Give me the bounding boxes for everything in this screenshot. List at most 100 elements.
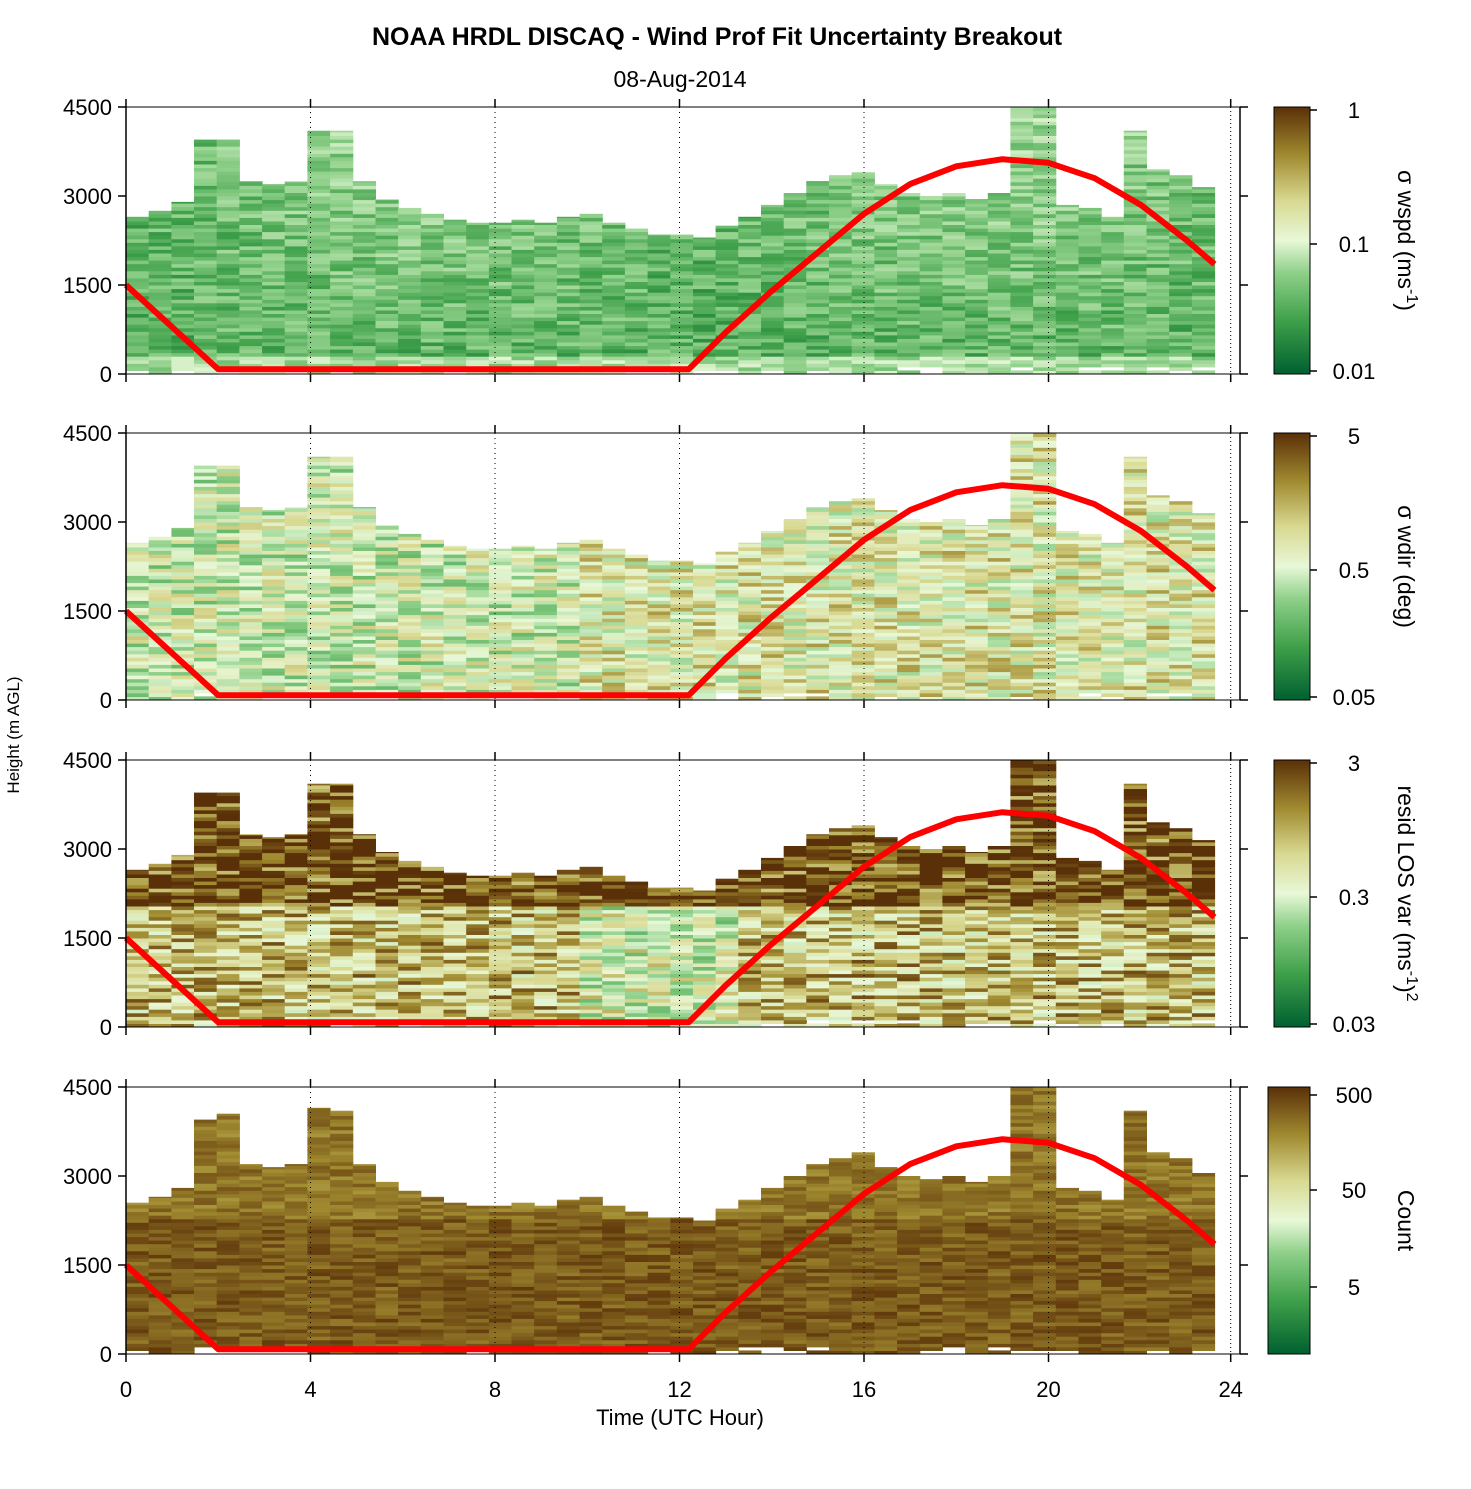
heatmap-cell	[126, 593, 150, 598]
heatmap-cell	[375, 349, 399, 354]
heatmap-cell	[443, 299, 467, 304]
heatmap-cell	[330, 522, 354, 527]
heatmap-cell	[1033, 682, 1057, 687]
heatmap-cell	[874, 593, 898, 598]
heatmap-cell	[534, 650, 558, 655]
heatmap-cell	[851, 238, 875, 243]
heatmap-cell	[1169, 536, 1193, 541]
heatmap-cell	[987, 224, 1011, 229]
heatmap-cell	[715, 561, 739, 566]
heatmap-cell	[216, 468, 240, 473]
heatmap-cell	[284, 267, 308, 272]
heatmap-cell	[171, 607, 195, 612]
heatmap-cell	[239, 270, 263, 275]
heatmap-cell	[693, 621, 717, 626]
heatmap-cell	[806, 317, 830, 322]
heatmap-cell	[1055, 621, 1079, 626]
heatmap-cell	[466, 267, 490, 272]
heatmap-cell	[1169, 188, 1193, 193]
heatmap-cell	[284, 685, 308, 690]
heatmap-cell	[511, 614, 535, 619]
heatmap-cell	[1010, 454, 1034, 459]
heatmap-cell	[171, 635, 195, 640]
heatmap-cell	[488, 260, 513, 265]
heatmap-cell	[194, 285, 218, 290]
heatmap-cell	[534, 696, 558, 701]
heatmap-cell	[194, 277, 218, 282]
heatmap-cell	[738, 586, 762, 591]
heatmap-cell	[987, 550, 1011, 555]
heatmap-cell	[398, 352, 422, 357]
heatmap-cell	[511, 546, 535, 551]
heatmap-cell	[1078, 628, 1102, 633]
heatmap-cell	[126, 543, 150, 548]
heatmap-cell	[1146, 349, 1170, 354]
heatmap-cell	[829, 692, 853, 697]
heatmap-cell	[352, 678, 376, 683]
heatmap-cell	[624, 621, 649, 626]
heatmap-cell	[194, 210, 218, 215]
heatmap-cell	[1055, 359, 1079, 364]
heatmap-cell	[194, 657, 218, 662]
heatmap-cell	[1010, 149, 1034, 154]
heatmap-cell	[602, 611, 626, 616]
heatmap-cell	[715, 660, 739, 665]
heatmap-cell	[602, 295, 626, 300]
heatmap-cell	[375, 561, 399, 566]
heatmap-cell	[262, 522, 286, 527]
heatmap-cell	[330, 557, 354, 562]
heatmap-cell	[307, 689, 331, 694]
heatmap-cell	[1101, 295, 1125, 300]
heatmap-cell	[987, 338, 1011, 343]
heatmap-cell	[488, 650, 513, 655]
heatmap-cell	[942, 611, 966, 616]
heatmap-cell	[420, 245, 444, 250]
heatmap-cell	[1010, 596, 1034, 601]
heatmap-cell	[1123, 217, 1147, 222]
heatmap-cell	[965, 621, 989, 626]
heatmap-cell	[375, 621, 399, 626]
heatmap-cell	[307, 281, 331, 286]
heatmap-cell	[375, 256, 399, 261]
heatmap-cell	[693, 628, 717, 633]
heatmap-cell	[307, 600, 331, 605]
heatmap-cell	[352, 299, 376, 304]
heatmap-cell	[1146, 274, 1170, 279]
heatmap-cell	[965, 664, 989, 669]
heatmap-cell	[965, 334, 989, 339]
heatmap-cell	[942, 249, 966, 254]
heatmap-cell	[375, 274, 399, 279]
heatmap-cell	[647, 256, 671, 261]
heatmap-cell	[284, 260, 308, 265]
heatmap-cell	[1101, 356, 1125, 361]
heatmap-cell	[216, 493, 240, 498]
heatmap-cell	[579, 324, 603, 329]
heatmap-cell	[511, 660, 535, 665]
heatmap-cell	[420, 213, 444, 218]
heatmap-cell	[239, 249, 263, 254]
heatmap-cell	[738, 568, 762, 573]
heatmap-cell	[375, 618, 399, 623]
heatmap-cell	[1078, 334, 1102, 339]
heatmap-cell	[806, 349, 830, 354]
heatmap-cell	[738, 625, 762, 630]
heatmap-cell	[443, 313, 467, 318]
heatmap-cell	[171, 238, 195, 243]
heatmap-cell	[1123, 490, 1147, 495]
heatmap-cell	[375, 224, 399, 229]
heatmap-cell	[806, 295, 830, 300]
heatmap-cell	[1123, 220, 1147, 225]
heatmap-cell	[693, 281, 717, 286]
heatmap-cell	[330, 153, 354, 158]
heatmap-cell	[919, 206, 943, 211]
heatmap-cell	[216, 657, 240, 662]
heatmap-cell	[534, 324, 558, 329]
heatmap-cell	[307, 295, 331, 300]
heatmap-cell	[171, 689, 195, 694]
heatmap-cell	[1191, 611, 1216, 616]
heatmap-cell	[239, 539, 263, 544]
heatmap-cell	[216, 285, 240, 290]
heatmap-cell	[579, 260, 603, 265]
heatmap-cell	[783, 356, 807, 361]
heatmap-cell	[919, 199, 943, 204]
